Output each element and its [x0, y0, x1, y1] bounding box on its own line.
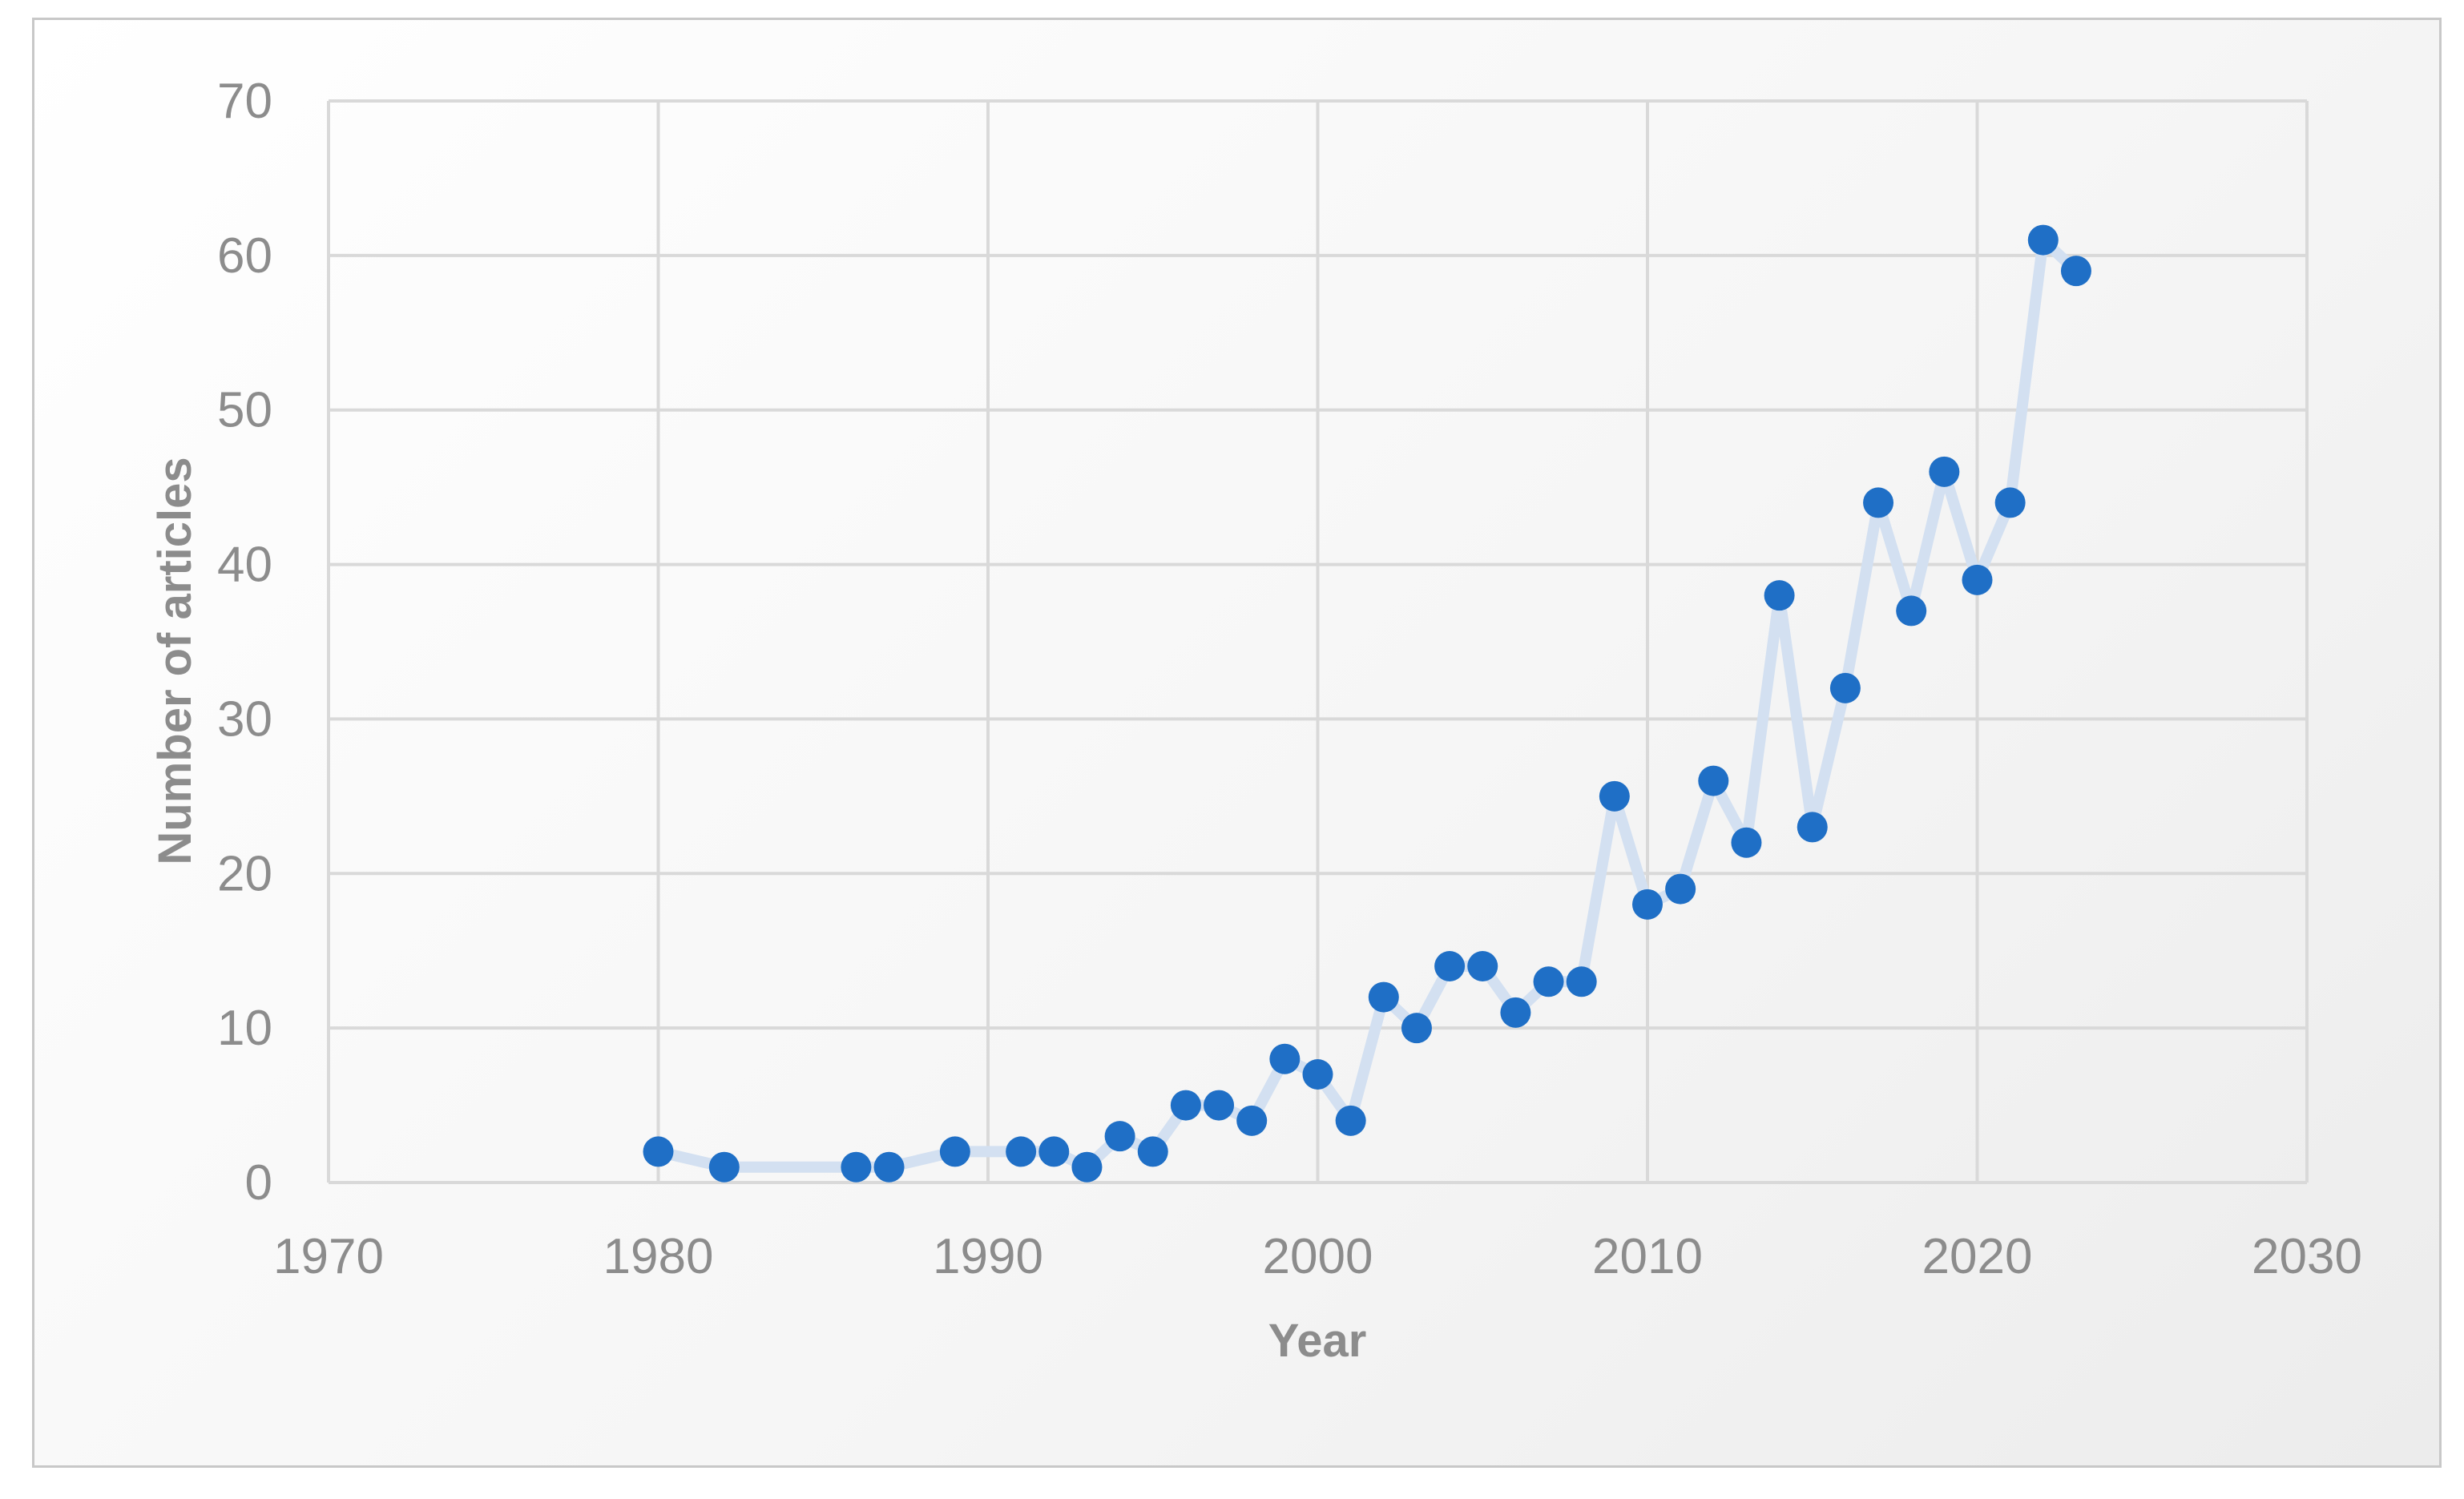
data-point-2009 [1599, 780, 1630, 812]
data-point-2013 [1731, 827, 1762, 858]
y-tick-label-0: 0 [245, 1155, 272, 1211]
data-point-2018 [1896, 595, 1927, 627]
y-tick-label-60: 60 [217, 228, 272, 284]
data-point-1997 [1204, 1090, 1235, 1121]
x-axis-title: Year [1268, 1315, 1367, 1367]
data-point-1980 [643, 1136, 674, 1167]
data-point-2002 [1368, 981, 1399, 1013]
x-tick-label-2030: 2030 [2252, 1229, 2362, 1284]
data-point-2010 [1632, 889, 1663, 920]
y-tick-label-40: 40 [217, 538, 272, 593]
data-point-2019 [1929, 456, 1960, 487]
data-point-1986 [841, 1151, 872, 1183]
data-point-2012 [1698, 765, 1729, 796]
data-point-1996 [1170, 1090, 1201, 1121]
data-point-1998 [1236, 1105, 1268, 1136]
data-point-1995 [1137, 1136, 1168, 1167]
y-tick-label-50: 50 [217, 383, 272, 438]
data-point-2007 [1533, 966, 1564, 997]
data-point-1994 [1104, 1121, 1135, 1152]
data-point-1993 [1071, 1151, 1103, 1183]
data-point-1991 [1006, 1136, 1037, 1167]
y-tick-label-20: 20 [217, 846, 272, 901]
data-point-2005 [1467, 951, 1498, 981]
y-axis-title: Number of articles [149, 457, 201, 864]
data-point-1992 [1038, 1136, 1070, 1167]
data-point-2016 [1829, 672, 1861, 703]
data-point-2015 [1797, 812, 1828, 843]
x-tick-label-2010: 2010 [1592, 1229, 1703, 1284]
x-tick-label-1980: 1980 [603, 1229, 714, 1284]
data-point-2001 [1335, 1105, 1366, 1136]
data-point-2014 [1764, 580, 1795, 611]
chart-area: 0 10 20 30 40 50 60 70 1970 1980 1990 2000 2010 2020 2… [32, 18, 2442, 1468]
data-point-2006 [1500, 997, 1531, 1028]
data-point-2000 [1302, 1059, 1333, 1090]
data-point-layer [643, 224, 2091, 1183]
x-tick-label-2000: 2000 [1263, 1229, 1373, 1284]
data-point-1989 [939, 1136, 970, 1167]
data-point-2017 [1863, 487, 1894, 518]
y-tick-label-70: 70 [217, 74, 272, 129]
data-point-1987 [873, 1151, 905, 1183]
x-tick-label-1970: 1970 [273, 1229, 384, 1284]
data-point-2003 [1401, 1013, 1432, 1044]
data-point-1999 [1269, 1043, 1301, 1074]
data-point-2020 [1962, 564, 1993, 595]
data-point-2008 [1566, 966, 1597, 997]
data-point-2004 [1434, 951, 1466, 981]
grid-layer [327, 99, 2309, 1184]
data-point-2021 [1994, 487, 2026, 518]
x-tick-label-2020: 2020 [1922, 1229, 2033, 1284]
data-point-1982 [708, 1151, 740, 1183]
data-point-2011 [1665, 873, 1696, 905]
x-tick-label-1990: 1990 [933, 1229, 1043, 1284]
data-point-2022 [2027, 224, 2059, 256]
y-tick-label-10: 10 [217, 1001, 272, 1056]
data-point-2023 [2060, 256, 2091, 287]
y-tick-label-30: 30 [217, 691, 272, 747]
